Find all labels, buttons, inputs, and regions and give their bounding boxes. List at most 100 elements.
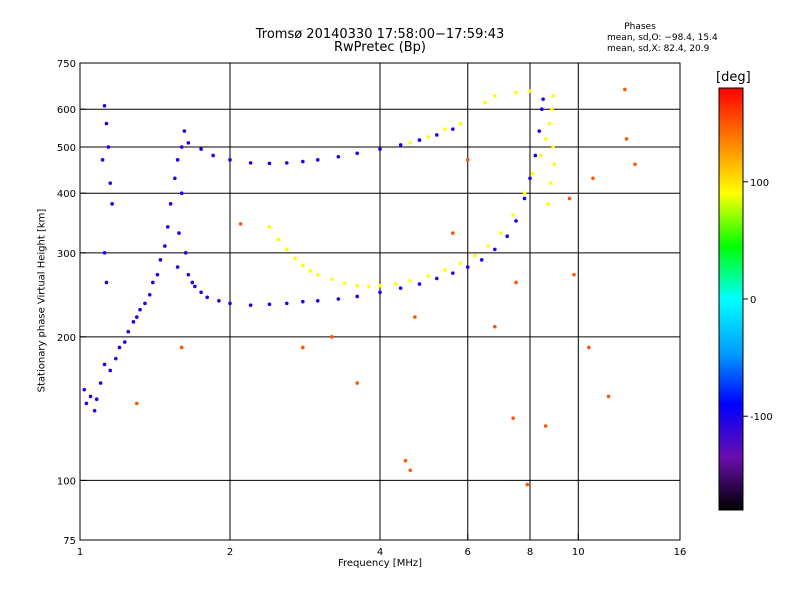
data-point — [633, 162, 637, 167]
colorbar-tick-label: 0 — [750, 295, 756, 306]
data-point — [315, 298, 320, 303]
data-point — [308, 269, 313, 273]
data-point — [606, 394, 611, 399]
data-point — [398, 143, 403, 147]
data-point — [434, 133, 439, 137]
data-point — [426, 274, 431, 278]
data-point — [186, 272, 191, 277]
x-tick-label: 16 — [674, 547, 687, 558]
data-point — [315, 272, 320, 277]
x-tick-label: 6 — [465, 547, 471, 558]
data-point — [179, 345, 184, 350]
y-tick-label: 400 — [57, 189, 76, 200]
data-point — [199, 147, 203, 151]
data-point — [525, 482, 530, 487]
data-point — [514, 219, 518, 223]
data-point — [413, 315, 417, 319]
data-point — [94, 397, 99, 401]
data-point — [493, 94, 497, 98]
data-point — [205, 295, 209, 300]
data-point — [267, 302, 272, 307]
data-point — [143, 301, 147, 306]
y-tick-label: 500 — [57, 143, 76, 154]
data-point — [284, 301, 289, 306]
x-axis-label: Frequency [MHz] — [337, 558, 423, 569]
data-point — [134, 315, 139, 319]
data-point — [88, 394, 93, 399]
data-point — [547, 121, 552, 126]
data-point — [572, 272, 576, 277]
data-point — [552, 162, 557, 167]
data-point — [147, 292, 152, 297]
y-tick-label: 750 — [57, 59, 76, 70]
data-point — [293, 256, 297, 261]
data-point — [355, 151, 359, 156]
data-point — [543, 137, 548, 141]
x-axis-ticks: 1 2 4 6 8 10 16 — [77, 534, 687, 558]
data-point — [228, 301, 232, 306]
data-point — [134, 401, 139, 406]
data-point — [126, 329, 131, 334]
data-point — [217, 298, 221, 303]
stats-heading: Phases — [624, 22, 656, 32]
x-tick-label: 2 — [227, 547, 233, 558]
data-point — [367, 284, 371, 289]
data-point — [403, 458, 408, 463]
data-point — [522, 191, 527, 196]
data-point — [284, 247, 289, 252]
stats-o-mode: mean, sd,O: −98.4, 15.4 — [607, 33, 718, 43]
data-points — [82, 87, 637, 487]
x-tick-label: 1 — [77, 547, 83, 558]
data-point — [183, 251, 188, 255]
x-tick-label: 10 — [572, 547, 585, 558]
data-point — [541, 97, 545, 101]
data-point — [104, 121, 109, 126]
x-tick-label: 4 — [377, 547, 383, 558]
data-point — [175, 158, 180, 162]
data-point — [473, 253, 477, 258]
data-point — [102, 104, 107, 108]
data-point — [284, 161, 289, 165]
data-point — [537, 129, 542, 133]
data-point — [546, 202, 550, 206]
data-point — [102, 251, 107, 255]
data-point — [211, 153, 215, 158]
data-point — [567, 196, 572, 201]
data-point — [84, 401, 89, 406]
data-point — [355, 381, 359, 385]
data-point — [193, 284, 197, 289]
data-point — [179, 191, 184, 196]
data-point — [104, 280, 109, 285]
data-point — [540, 107, 544, 112]
x-tick-label: 8 — [527, 547, 533, 558]
data-point — [426, 135, 431, 139]
data-point — [186, 141, 191, 145]
y-tick-label: 75 — [63, 536, 76, 547]
data-point — [182, 129, 187, 133]
data-point — [177, 231, 181, 235]
data-point — [108, 181, 113, 185]
data-point — [378, 283, 382, 288]
data-point — [458, 261, 463, 266]
data-point — [110, 202, 114, 206]
data-point — [100, 158, 105, 162]
data-point — [505, 234, 509, 239]
colorbar-tick-label: 100 — [750, 178, 769, 189]
data-point — [522, 196, 527, 201]
y-axis-ticks: 75 100 200 300 400 500 600 750 — [57, 59, 86, 547]
data-point — [443, 268, 447, 272]
data-point — [493, 324, 497, 329]
data-point — [499, 231, 503, 235]
data-point — [550, 107, 554, 112]
grid — [80, 63, 680, 540]
data-point — [301, 263, 305, 268]
data-point — [408, 468, 413, 473]
data-point — [173, 176, 177, 181]
data-point — [82, 387, 87, 392]
data-point — [168, 202, 173, 206]
colorbar-tick-label: -100 — [750, 412, 773, 423]
data-point — [479, 258, 484, 262]
data-point — [408, 279, 413, 283]
